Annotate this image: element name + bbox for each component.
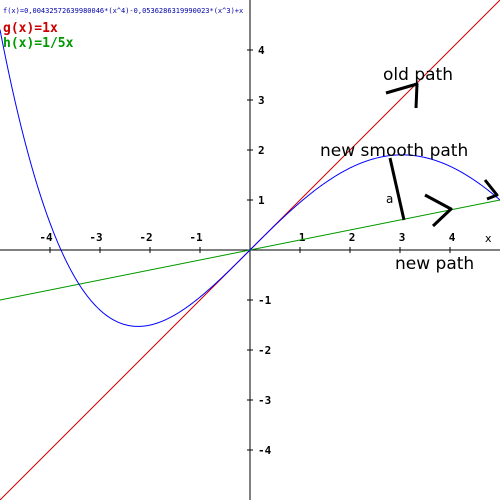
y-tick-label: 4: [258, 44, 265, 57]
x-tick-label: -2: [139, 231, 152, 244]
annotation-new-path: new path: [395, 254, 474, 274]
x-tick-label: 2: [349, 231, 356, 244]
y-tick-label: 3: [258, 94, 265, 107]
legend-g: g(x)=1x: [3, 21, 58, 36]
x-tick-label: 3: [399, 231, 406, 244]
legend-h: h(x)=1/5x: [3, 36, 74, 51]
y-tick-label: 2: [258, 144, 265, 157]
x-tick-label: -3: [89, 231, 102, 244]
legend-f: f(x)=0,00432572639980046*(x^4)-0,0536286…: [3, 7, 243, 15]
y-tick-label: -1: [258, 294, 272, 307]
arrow-old-path: [385, 82, 419, 109]
x-axis-label: x: [485, 232, 492, 245]
arrow-new-path: [424, 193, 453, 228]
distance-marker-a: [388, 157, 406, 221]
annotation-a: a: [386, 192, 393, 206]
x-tick-label: -1: [189, 231, 203, 244]
arrow-smooth-path-end: [483, 179, 499, 201]
y-tick-label: 1: [258, 194, 265, 207]
x-tick-label: -4: [39, 231, 53, 244]
x-tick-label: 4: [449, 231, 456, 244]
axis-ticks: -4 -3 -2 -1 1 2 3 4 4 3 2 1 -1 -2 -3 -4: [39, 44, 455, 457]
annotation-old-path: old path: [383, 65, 453, 85]
annotation-new-smooth-path: new smooth path: [320, 141, 468, 161]
y-tick-label: -2: [258, 344, 271, 357]
y-tick-label: -4: [258, 444, 272, 457]
x-tick-label: 1: [299, 231, 306, 244]
series-line-f: [0, 29, 500, 327]
y-tick-label: -3: [258, 394, 271, 407]
